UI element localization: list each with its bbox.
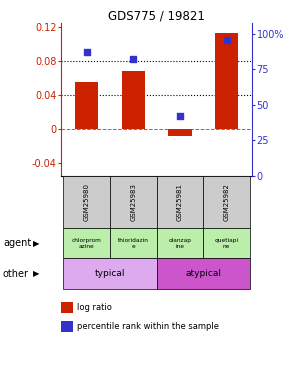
Bar bbox=[63, 176, 110, 228]
Text: other: other bbox=[3, 268, 29, 279]
Bar bbox=[215, 33, 238, 129]
Bar bbox=[157, 176, 203, 228]
Text: atypical: atypical bbox=[185, 269, 221, 278]
Point bbox=[177, 113, 182, 119]
Bar bbox=[122, 71, 145, 129]
Bar bbox=[168, 129, 192, 136]
Bar bbox=[75, 82, 98, 129]
Bar bbox=[203, 176, 250, 228]
Bar bbox=[157, 228, 203, 258]
Text: agent: agent bbox=[3, 238, 31, 248]
Bar bbox=[110, 176, 157, 228]
Text: thioridazin
e: thioridazin e bbox=[118, 238, 149, 249]
Text: GSM25981: GSM25981 bbox=[177, 183, 183, 221]
Text: ▶: ▶ bbox=[33, 239, 40, 248]
Point bbox=[224, 36, 229, 42]
Text: ▶: ▶ bbox=[33, 269, 40, 278]
Text: typical: typical bbox=[95, 269, 125, 278]
Text: GSM25983: GSM25983 bbox=[130, 183, 136, 221]
Title: GDS775 / 19821: GDS775 / 19821 bbox=[108, 9, 205, 22]
Text: percentile rank within the sample: percentile rank within the sample bbox=[77, 322, 219, 331]
Bar bbox=[157, 258, 250, 289]
Text: GSM25980: GSM25980 bbox=[84, 183, 90, 221]
Point bbox=[84, 49, 89, 55]
Bar bbox=[203, 228, 250, 258]
Bar bbox=[110, 228, 157, 258]
Text: quetiapi
ne: quetiapi ne bbox=[215, 238, 239, 249]
Point bbox=[131, 56, 136, 62]
Text: chlorprom
azine: chlorprom azine bbox=[72, 238, 101, 249]
Text: olanzap
ine: olanzap ine bbox=[168, 238, 191, 249]
Bar bbox=[63, 258, 157, 289]
Bar bbox=[63, 228, 110, 258]
Text: GSM25982: GSM25982 bbox=[224, 183, 230, 221]
Text: log ratio: log ratio bbox=[77, 303, 112, 312]
